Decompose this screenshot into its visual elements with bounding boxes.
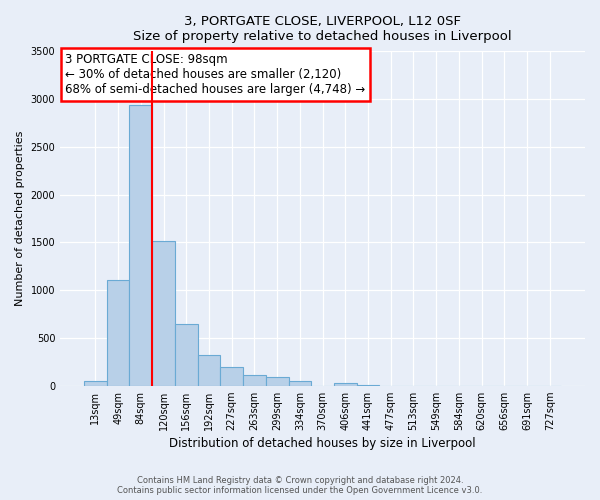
Title: 3, PORTGATE CLOSE, LIVERPOOL, L12 0SF
Size of property relative to detached hous: 3, PORTGATE CLOSE, LIVERPOOL, L12 0SF Si… xyxy=(133,15,512,43)
Bar xyxy=(84,382,107,386)
Bar xyxy=(130,104,152,386)
Bar xyxy=(289,382,311,386)
X-axis label: Distribution of detached houses by size in Liverpool: Distribution of detached houses by size … xyxy=(169,437,476,450)
Text: Contains HM Land Registry data © Crown copyright and database right 2024.
Contai: Contains HM Land Registry data © Crown c… xyxy=(118,476,482,495)
Y-axis label: Number of detached properties: Number of detached properties xyxy=(15,130,25,306)
Bar xyxy=(107,280,130,386)
Bar xyxy=(197,354,220,386)
Text: 3 PORTGATE CLOSE: 98sqm
← 30% of detached houses are smaller (2,120)
68% of semi: 3 PORTGATE CLOSE: 98sqm ← 30% of detache… xyxy=(65,53,365,96)
Bar xyxy=(175,324,197,386)
Bar xyxy=(243,375,266,386)
Bar xyxy=(220,367,243,386)
Bar xyxy=(334,383,356,386)
Bar xyxy=(266,377,289,386)
Bar xyxy=(356,384,379,386)
Bar xyxy=(152,242,175,386)
